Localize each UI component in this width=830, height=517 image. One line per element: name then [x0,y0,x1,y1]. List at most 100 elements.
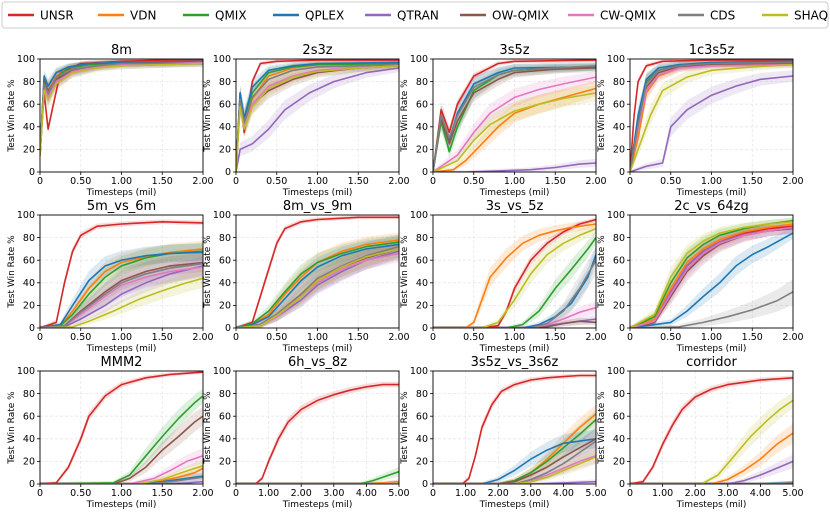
series-cw-qmix [40,61,203,156]
series-qplex [40,251,203,328]
band-qtran [630,454,793,484]
series-shaq [236,248,399,328]
band-shaq [40,460,203,484]
legend-label-qmix: QMIX [215,9,247,23]
y-tick-label: 20 [23,301,35,312]
x-tick-label: 0.50 [463,176,484,187]
x-tick-label: 1.50 [152,332,173,343]
y-tick-label: 40 [613,434,625,445]
y-axis-label: Test Win Rate % [597,391,607,465]
y-axis-label: Test Win Rate % [7,391,17,465]
y-tick-label: 0 [29,167,35,178]
series-qplex [236,61,399,172]
legend: UNSR VDN QMIX QPLEX QTRAN OW-QMIX CW-QMIX CDS SH… [1,1,829,29]
chart-title: 5m_vs_6m [87,199,156,214]
legend-label-qtran: QTRAN [397,9,439,23]
chart-title: 2s3z [302,43,332,58]
series-ow-qmix [40,415,203,484]
chart-panel-2c_vs_64zg: 0 0.50 1.00 1.50 2.00 0 20 40 60 80 100 2c_vs_64zg T… [597,199,804,354]
y-tick-label: 80 [23,77,35,88]
y-tick-label: 60 [219,411,231,422]
series-ow-qmix [433,67,596,172]
x-tick-label: 0 [430,488,436,499]
series-shaq [40,465,203,484]
x-tick-label: 1.00 [111,176,132,187]
y-tick-label: 80 [416,77,428,88]
y-tick-label: 0 [225,323,231,334]
x-axis-label: Timesteps (mil) [282,344,353,354]
series-qtran [433,480,596,484]
y-tick-label: 80 [613,389,625,400]
series-qplex [630,232,793,328]
chart-panel-5m_vs_6m: 0 0.50 1.00 1.50 2.00 0 20 40 60 80 100 5m_vs_6m Tim… [7,199,214,354]
series-shaq [40,277,203,328]
y-tick-label: 100 [607,366,625,377]
y-axis-label: Test Win Rate % [400,235,410,309]
legend-label-cds: CDS [710,9,735,23]
legend-label-qplex: QPLEX [305,9,344,23]
y-axis-label: Test Win Rate % [597,79,607,153]
y-tick-label: 20 [416,301,428,312]
y-tick-label: 80 [416,389,428,400]
x-tick-label: 2.00 [192,332,213,343]
plot-area [433,217,596,328]
legend-label-shaq: SHAQ [794,9,828,23]
band-cds [630,279,793,328]
x-tick-label: 2.00 [488,488,509,499]
series-qplex [630,60,793,172]
band-cw-qmix [236,244,399,328]
plot-area [433,373,596,484]
y-tick-label: 80 [23,389,35,400]
band-qmix [40,242,203,328]
chart-panel-6h_vs_8z: 0 1.00 2.00 3.00 4.00 5.00 0 20 40 60 80 100 6h_vs_8… [203,355,410,510]
x-tick-label: 2.00 [388,332,409,343]
y-tick-label: 100 [213,366,231,377]
x-tick-label: 1.00 [652,488,673,499]
y-tick-label: 0 [422,323,428,334]
series-cds [40,476,203,484]
legend-label-unsr: UNSR [40,9,74,23]
x-tick-label: 0 [37,332,43,343]
y-axis-label: Test Win Rate % [7,235,17,309]
series-unsr [236,383,399,484]
legend-frame [1,1,829,29]
y-tick-label: 40 [613,278,625,289]
y-tick-label: 40 [416,122,428,133]
x-axis-label: Timesteps (mil) [676,500,747,510]
band-qtran [433,158,596,172]
x-tick-label: 3.00 [323,488,344,499]
band-qtran [236,64,399,172]
series-shaq [433,227,596,328]
chart-panel-3s5z: 0 0.50 1.00 1.50 2.00 0 20 40 60 80 100 3s5z Timeste… [400,43,607,198]
x-tick-label: 0.50 [70,176,91,187]
band-cds [40,59,203,164]
series-shaq [630,221,793,328]
series-cds [40,262,203,328]
series-vdn [40,467,203,484]
plot-area [630,375,793,484]
series-vdn [630,223,793,328]
y-axis-label: Test Win Rate % [203,235,213,309]
plot-area [236,59,399,172]
x-axis-label: Timesteps (mil) [676,188,747,198]
band-ow-qmix [40,253,203,328]
chart-panel-8m_vs_9m: 0 0.50 1.00 1.50 2.00 0 20 40 60 80 100 8m_vs_9m Tim… [203,199,410,354]
x-tick-label: 2.00 [192,488,213,499]
chart-title: 1c3s5z [689,43,735,58]
x-tick-label: 1.50 [152,488,173,499]
series-shaq [40,62,203,156]
y-tick-label: 0 [619,167,625,178]
series-cw-qmix [40,455,203,484]
y-tick-label: 0 [422,167,428,178]
y-tick-label: 40 [219,278,231,289]
x-tick-label: 0.50 [660,176,681,187]
y-axis-label: Test Win Rate % [597,235,607,309]
y-tick-label: 100 [410,210,428,221]
band-cds [630,480,793,484]
x-tick-label: 0 [233,488,239,499]
band-shaq [40,268,203,328]
axes-frame [235,370,400,485]
x-tick-label: 1.00 [307,176,328,187]
x-tick-label: 1.00 [307,332,328,343]
